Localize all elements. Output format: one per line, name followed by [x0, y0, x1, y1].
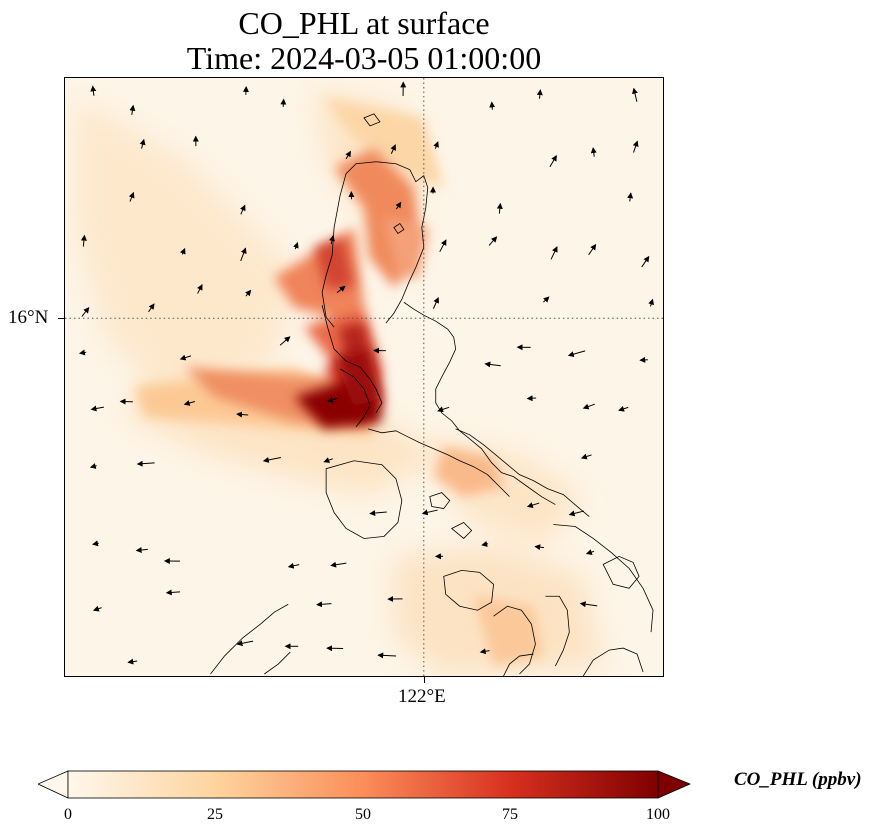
- lat-label: 16°N: [8, 307, 48, 329]
- colorbar-min-extend: [38, 771, 68, 798]
- colorbar-tick-75: 75: [502, 806, 518, 824]
- colorbar-gradient: [68, 771, 658, 798]
- colorbar-tick-25: 25: [207, 806, 223, 824]
- lon-label: 122°E: [398, 686, 446, 708]
- colorbar-tick-0: 0: [64, 806, 72, 824]
- map-title: CO_PHL at surface: [65, 6, 663, 40]
- lon-tick-mark: [424, 677, 425, 683]
- map-panel: [64, 77, 664, 677]
- colorbar-label: CO_PHL (ppbv): [734, 769, 862, 791]
- colorbar: [38, 770, 698, 802]
- wind-arrow: [492, 102, 493, 109]
- colorbar-tick-50: 50: [355, 806, 371, 824]
- colorbar-tick-100: 100: [646, 806, 670, 824]
- concentration-field: [65, 78, 663, 676]
- lat-tick-mark: [58, 318, 64, 319]
- map-time-subtitle: Time: 2024-03-05 01:00:00: [65, 41, 663, 75]
- colorbar-max-extend: [658, 771, 690, 798]
- map-canvas: [65, 78, 663, 676]
